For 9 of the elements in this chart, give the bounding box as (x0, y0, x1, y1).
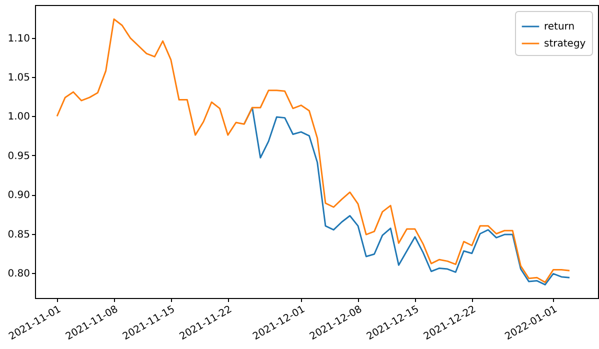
legend-label: strategy (544, 38, 586, 50)
y-tick-label: 0.80 (8, 268, 30, 280)
y-tick-label: 1.10 (8, 33, 30, 44)
y-tick-label: 0.95 (8, 150, 30, 162)
y-tick-label: 1.05 (8, 72, 30, 84)
y-tick-label: 1.00 (8, 112, 30, 123)
legend-label: return (544, 22, 575, 32)
y-tick-label: 0.90 (8, 190, 30, 202)
y-tick-label: 0.85 (8, 229, 30, 240)
